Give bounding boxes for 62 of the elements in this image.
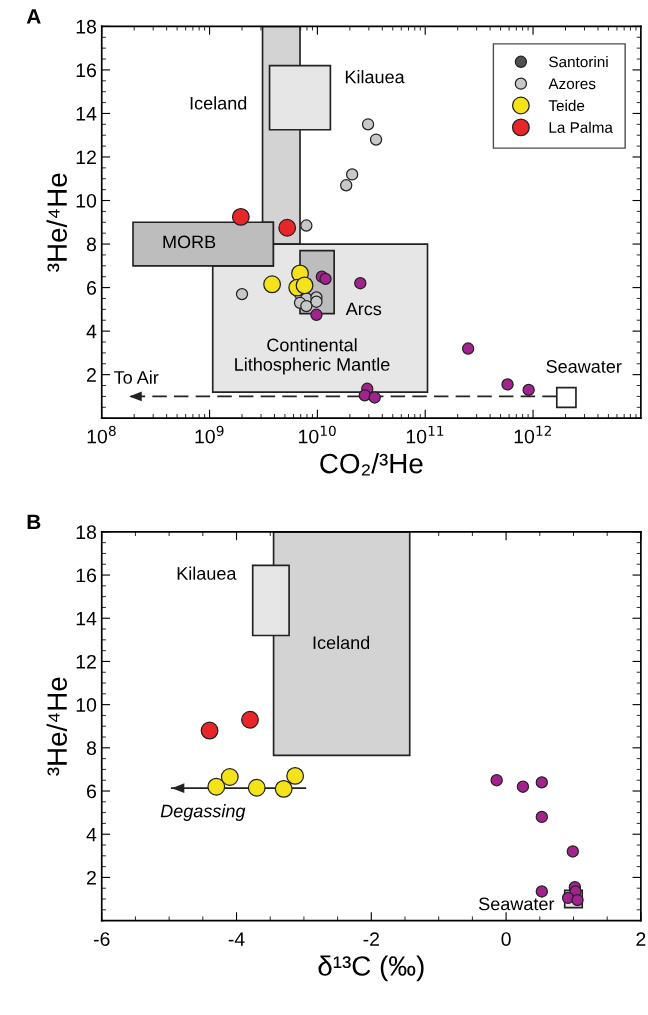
point bbox=[207, 777, 226, 796]
x-tick-label: -4 bbox=[228, 932, 245, 946]
annotation: Kilauea bbox=[177, 566, 237, 580]
y-tick-label: 12 bbox=[76, 654, 96, 669]
y-tick-label: 2 bbox=[87, 368, 96, 382]
y-tick-label: 16 bbox=[76, 63, 97, 78]
x-tick-label: 0 bbox=[501, 932, 511, 946]
legend-label: Azores bbox=[548, 78, 596, 90]
x-axis-title: CO₂/³He bbox=[320, 452, 423, 476]
x-tick-label: 10$^{8}$ bbox=[87, 425, 116, 444]
y-tick-label: 18 bbox=[76, 525, 97, 540]
y-tick-label: 4 bbox=[86, 324, 97, 339]
point bbox=[535, 810, 548, 824]
legend-label: La Palma bbox=[549, 121, 613, 133]
y-tick-label: 14 bbox=[76, 611, 97, 626]
point bbox=[516, 780, 530, 793]
y-tick-label: 12 bbox=[76, 150, 96, 165]
point bbox=[200, 721, 219, 740]
y-tick-label: 14 bbox=[76, 107, 97, 121]
y-tick-label: 8 bbox=[86, 741, 97, 756]
y-tick-label: 4 bbox=[86, 827, 97, 842]
annotation: Kilauea bbox=[345, 70, 405, 84]
y-axis-title: ³He/⁴He bbox=[46, 173, 67, 272]
annotation: To Air bbox=[114, 370, 159, 384]
legend-label: Teide bbox=[548, 99, 585, 112]
x-tick-label: 10$^{12}$ bbox=[514, 425, 551, 444]
x-tick-label: 10$^{11}$ bbox=[406, 425, 444, 444]
x-tick-label: 2 bbox=[636, 932, 646, 946]
x-axis-title: δ¹³C (‰) bbox=[318, 955, 424, 982]
annotation: Iceland bbox=[190, 96, 247, 110]
y-tick-label: 10 bbox=[76, 193, 97, 208]
point bbox=[490, 774, 503, 787]
y-axis-title: ³He/⁴He bbox=[46, 677, 67, 776]
point bbox=[566, 845, 579, 858]
x-tick-label: -6 bbox=[93, 932, 110, 946]
y-tick-label: 6 bbox=[87, 784, 97, 799]
annotation: Arcs bbox=[345, 302, 382, 316]
annotation: Continental Lithospheric Mantle bbox=[235, 338, 390, 375]
annotation: Iceland bbox=[313, 635, 370, 650]
point bbox=[247, 778, 266, 797]
y-tick-label: 2 bbox=[87, 870, 96, 885]
annotation: Seawater bbox=[546, 360, 622, 373]
annotation: Degassing bbox=[160, 804, 246, 821]
y-tick-label: 18 bbox=[76, 19, 97, 34]
y-tick-label: 10 bbox=[76, 698, 97, 712]
point bbox=[286, 766, 305, 785]
point bbox=[535, 885, 548, 898]
x-tick-label: -2 bbox=[363, 932, 379, 946]
chart-title: B bbox=[27, 514, 41, 530]
y-tick-label: 16 bbox=[76, 568, 97, 583]
y-tick-label: 8 bbox=[86, 237, 97, 252]
point bbox=[535, 776, 548, 789]
point bbox=[241, 710, 259, 729]
chart-title: A bbox=[26, 9, 41, 24]
point bbox=[274, 779, 293, 798]
y-tick-label: 6 bbox=[87, 281, 97, 295]
legend-label: Santorini bbox=[549, 56, 608, 68]
point bbox=[220, 768, 239, 786]
x-tick-label: 10$^{10}$ bbox=[299, 425, 336, 444]
x-tick-label: 10$^{9}$ bbox=[195, 425, 224, 444]
annotation: MORB bbox=[163, 235, 216, 249]
annotation: Seawater bbox=[479, 897, 555, 911]
